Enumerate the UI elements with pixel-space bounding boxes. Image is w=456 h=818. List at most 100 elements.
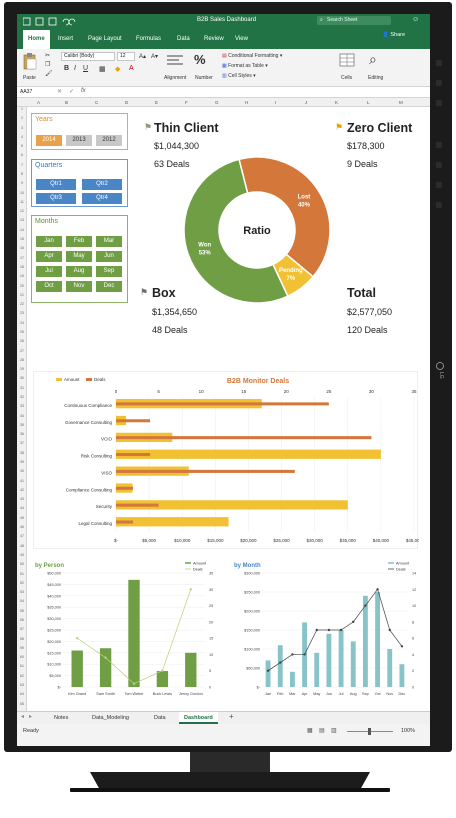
- row-header[interactable]: 19: [20, 274, 24, 279]
- column-header[interactable]: J: [305, 100, 308, 105]
- row-header[interactable]: 58: [20, 636, 24, 641]
- page-layout-view-icon[interactable]: ▤: [319, 728, 325, 734]
- row-header[interactable]: 25: [20, 329, 24, 334]
- row-header[interactable]: 49: [20, 552, 24, 557]
- share-button[interactable]: 👤 Share: [382, 32, 406, 38]
- row-header[interactable]: 51: [20, 571, 24, 576]
- monitor-button[interactable]: [436, 100, 442, 106]
- alignment-icon[interactable]: [165, 53, 185, 69]
- next-sheet-icon[interactable]: ▸: [29, 714, 33, 720]
- sheet-tab-dashboard[interactable]: Dashboard: [179, 712, 218, 724]
- slicer-item-2014[interactable]: 2014: [36, 135, 62, 146]
- row-header[interactable]: 26: [20, 339, 24, 344]
- quick-access-toolbar[interactable]: [23, 17, 93, 27]
- row-header[interactable]: 32: [20, 394, 24, 399]
- italic-button[interactable]: I: [74, 65, 76, 72]
- tab-formulas[interactable]: Formulas: [136, 36, 162, 42]
- row-header[interactable]: 60: [20, 655, 24, 660]
- zoom-slider-handle[interactable]: [368, 728, 371, 735]
- row-header[interactable]: 43: [20, 497, 24, 502]
- row-header[interactable]: 59: [20, 645, 24, 650]
- monitor-button[interactable]: [436, 60, 442, 66]
- format-as-table-button[interactable]: ▦ Format as Table ▾: [222, 63, 268, 69]
- monitor-button[interactable]: [436, 182, 442, 188]
- row-header[interactable]: 17: [20, 255, 24, 260]
- row-header[interactable]: 38: [20, 450, 24, 455]
- row-header[interactable]: 15: [20, 237, 24, 242]
- row-header[interactable]: 41: [20, 478, 24, 483]
- prev-sheet-icon[interactable]: ◂: [21, 714, 25, 720]
- row-header[interactable]: 48: [20, 543, 24, 548]
- column-header[interactable]: C: [95, 100, 99, 105]
- row-header[interactable]: 55: [20, 608, 24, 613]
- row-header[interactable]: 20: [20, 283, 24, 288]
- column-header[interactable]: K: [335, 100, 339, 105]
- row-header[interactable]: 28: [20, 357, 24, 362]
- slicer-item-aug[interactable]: Aug: [66, 266, 92, 277]
- row-header[interactable]: 37: [20, 441, 24, 446]
- slicer-item-qtr1[interactable]: Qtr1: [36, 179, 76, 190]
- slicer-item-qtr4[interactable]: Qtr4: [82, 193, 122, 204]
- row-header[interactable]: 21: [20, 292, 24, 297]
- slicer-item-feb[interactable]: Feb: [66, 236, 92, 247]
- row-header[interactable]: 14: [20, 227, 24, 232]
- row-header[interactable]: 40: [20, 469, 24, 474]
- slicer-item-dec[interactable]: Dec: [96, 281, 122, 292]
- percent-icon[interactable]: %: [194, 52, 206, 67]
- add-sheet-icon[interactable]: +: [229, 712, 234, 721]
- power-button[interactable]: [436, 202, 442, 208]
- increase-font-icon[interactable]: A▴: [139, 54, 147, 60]
- column-header[interactable]: I: [275, 100, 277, 105]
- monitor-button[interactable]: [436, 80, 442, 86]
- row-header[interactable]: 44: [20, 506, 24, 511]
- slicer-item-jun[interactable]: Jun: [96, 251, 122, 262]
- row-header[interactable]: 35: [20, 422, 24, 427]
- row-header[interactable]: 57: [20, 627, 24, 632]
- column-header[interactable]: E: [155, 100, 159, 105]
- tab-page-layout[interactable]: Page Layout: [88, 36, 122, 42]
- fill-color-icon[interactable]: ◆: [115, 66, 121, 73]
- row-header[interactable]: 36: [20, 432, 24, 437]
- tab-data[interactable]: Data: [177, 36, 190, 42]
- row-header[interactable]: 22: [20, 302, 24, 307]
- font-color-icon[interactable]: A: [129, 65, 134, 72]
- row-header[interactable]: 29: [20, 367, 24, 372]
- font-name-select[interactable]: Calibri (Body): [61, 52, 115, 61]
- row-header[interactable]: 7: [21, 162, 23, 167]
- slicer-item-oct[interactable]: Oct: [36, 281, 62, 292]
- formula-input[interactable]: [93, 88, 426, 97]
- monitor-button[interactable]: [436, 162, 442, 168]
- paste-icon[interactable]: [22, 53, 38, 71]
- row-header[interactable]: 46: [20, 525, 24, 530]
- slicer-item-qtr3[interactable]: Qtr3: [36, 193, 76, 204]
- format-painter-icon[interactable]: 🖌: [45, 71, 53, 77]
- row-header[interactable]: 45: [20, 515, 24, 520]
- decrease-font-icon[interactable]: A▾: [151, 54, 159, 60]
- column-header[interactable]: F: [185, 100, 188, 105]
- confirm-icon[interactable]: ✓: [69, 89, 75, 95]
- cells-icon[interactable]: [339, 53, 355, 67]
- row-header[interactable]: 10: [20, 190, 24, 195]
- row-header[interactable]: 33: [20, 404, 24, 409]
- borders-icon[interactable]: ▦: [99, 66, 106, 73]
- function-icon[interactable]: fx: [81, 88, 86, 94]
- tab-home[interactable]: Home: [23, 30, 50, 49]
- row-header[interactable]: 34: [20, 413, 24, 418]
- column-header[interactable]: L: [367, 100, 370, 105]
- column-header[interactable]: A: [37, 100, 41, 105]
- row-header[interactable]: 6: [21, 153, 23, 158]
- cell-styles-button[interactable]: ▥ Cell Styles ▾: [222, 73, 256, 79]
- bold-button[interactable]: B: [64, 65, 70, 72]
- row-header[interactable]: 2: [21, 116, 23, 121]
- row-header[interactable]: 23: [20, 311, 24, 316]
- row-header[interactable]: 5: [21, 144, 23, 149]
- slicer-item-apr[interactable]: Apr: [36, 251, 62, 262]
- row-header[interactable]: 30: [20, 376, 24, 381]
- row-header[interactable]: 12: [20, 209, 24, 214]
- font-size-select[interactable]: 12: [117, 52, 135, 61]
- slicer-item-jan[interactable]: Jan: [36, 236, 62, 247]
- slicer-item-2012[interactable]: 2012: [96, 135, 122, 146]
- slicer-item-jul[interactable]: Jul: [36, 266, 62, 277]
- row-header[interactable]: 31: [20, 385, 24, 390]
- slicer-item-sep[interactable]: Sep: [96, 266, 122, 277]
